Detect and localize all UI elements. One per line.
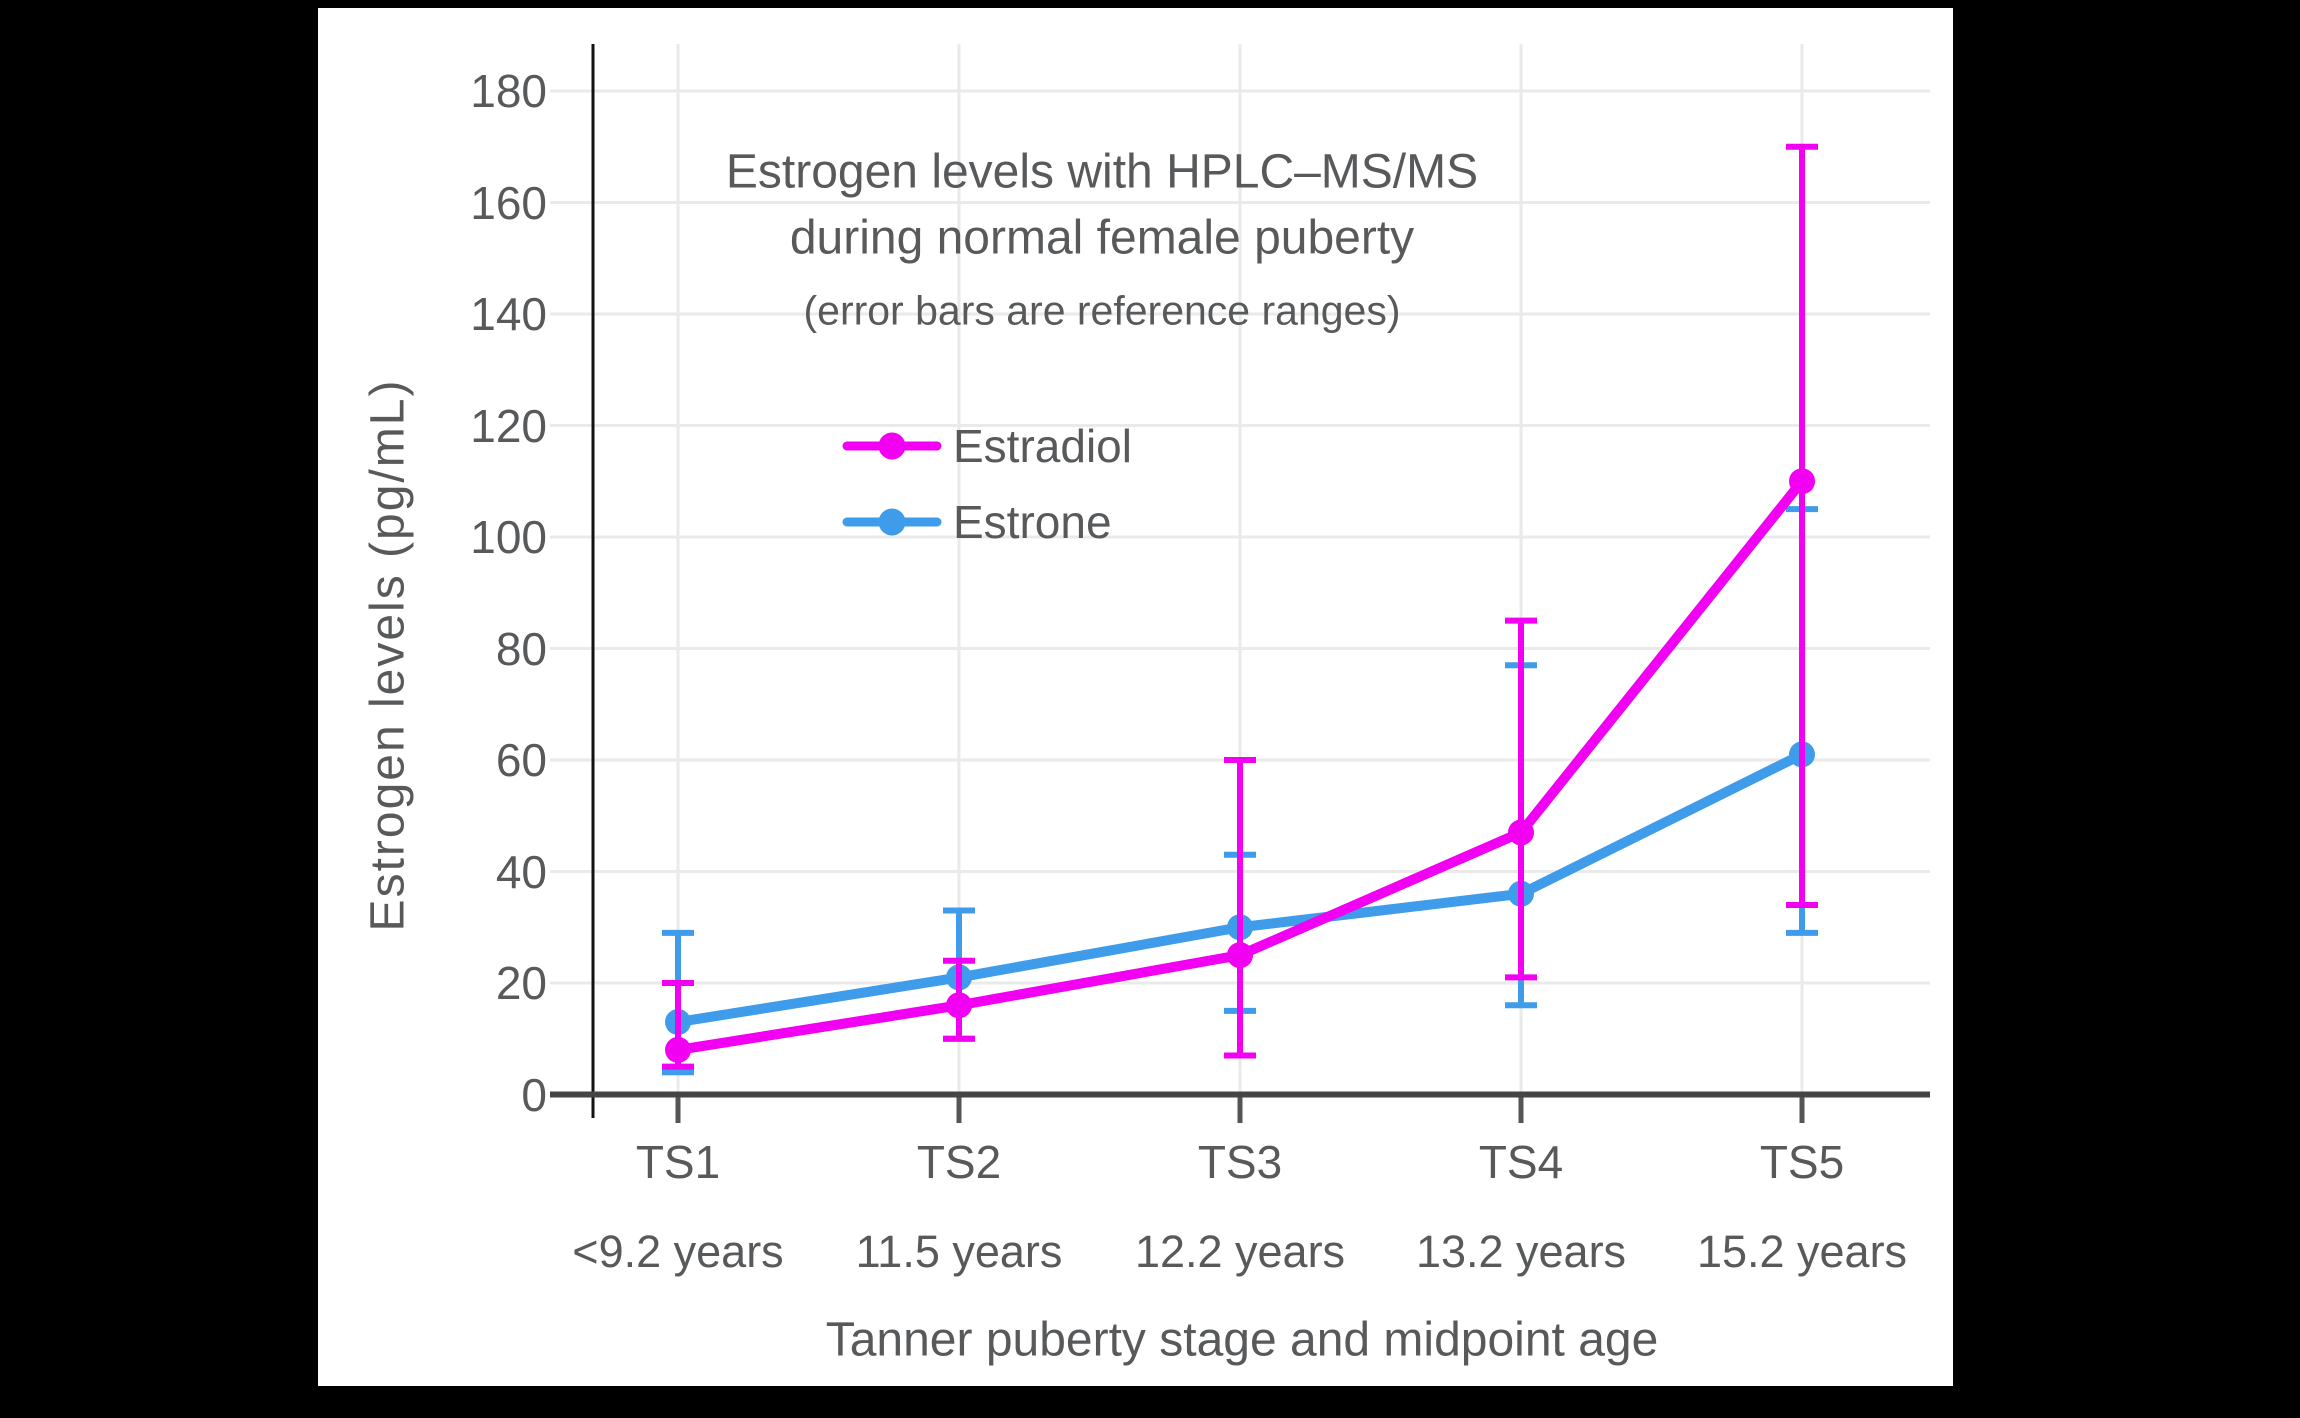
y-tick-label-160: 160: [470, 176, 547, 229]
data-point-estradiol-TS3: [1227, 942, 1253, 969]
x-tick-label-TS1: TS1: [635, 1136, 721, 1188]
chart-title-line2: during normal female puberty: [789, 211, 1415, 265]
chart-title-line1: Estrogen levels with HPLC–MS/MS: [725, 145, 1479, 199]
chart-subtitle: (error bars are reference ranges): [803, 287, 1401, 334]
legend-label-estradiol: Estradiol: [953, 420, 1132, 472]
chart-card: [318, 8, 1953, 1386]
y-tick-label-80: 80: [495, 622, 547, 675]
y-tick-label-100: 100: [470, 511, 547, 563]
legend-swatch-dot-estradiol: [878, 432, 906, 460]
x-tick-label-TS2: TS2: [916, 1136, 1002, 1188]
x-age-label-TS5: 15.2 years: [1696, 1226, 1908, 1277]
x-tick-label-TS4: TS4: [1478, 1136, 1564, 1188]
y-tick-label-120: 120: [470, 399, 547, 452]
y-tick-label-40: 40: [495, 845, 547, 898]
legend-swatch-dot-estrone: [878, 508, 906, 536]
legend-label-estrone: Estrone: [953, 496, 1112, 548]
x-axis-title: Tanner puberty stage and midpoint age: [825, 1313, 1659, 1367]
x-age-label-TS3: 12.2 years: [1134, 1226, 1346, 1277]
x-age-label-TS1: <9.2 years: [572, 1226, 784, 1277]
x-tick-label-TS5: TS5: [1759, 1136, 1845, 1188]
y-tick-label-0: 0: [521, 1068, 547, 1121]
data-point-estradiol-TS2: [946, 992, 972, 1019]
x-age-label-TS2: 11.5 years: [855, 1226, 1063, 1277]
y-tick-label-140: 140: [470, 288, 547, 340]
y-tick-label-180: 180: [470, 65, 547, 117]
y-tick-label-20: 20: [495, 957, 547, 1009]
data-point-estradiol-TS5: [1789, 468, 1815, 495]
data-point-estradiol-TS4: [1508, 819, 1534, 846]
x-age-label-TS4: 13.2 years: [1415, 1226, 1627, 1277]
x-tick-label-TS3: TS3: [1197, 1136, 1283, 1188]
data-point-estradiol-TS1: [665, 1036, 691, 1063]
y-tick-label-60: 60: [495, 734, 547, 786]
